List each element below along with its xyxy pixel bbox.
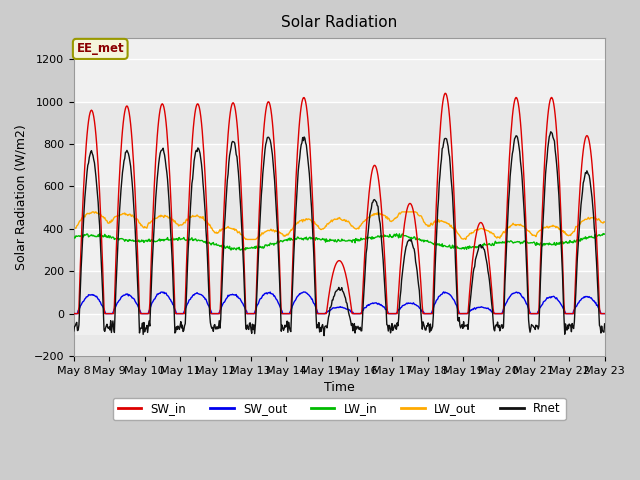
X-axis label: Time: Time (324, 381, 355, 394)
Bar (74, 313, 605, 335)
Bar (74, 144, 605, 186)
Y-axis label: Solar Radiation (W/m2): Solar Radiation (W/m2) (15, 124, 28, 270)
Bar (74, 335, 605, 356)
Text: EE_met: EE_met (76, 42, 124, 55)
Legend: SW_in, SW_out, LW_in, LW_out, Rnet: SW_in, SW_out, LW_in, LW_out, Rnet (113, 397, 566, 420)
Bar (74, 271, 605, 313)
Bar (74, 229, 605, 271)
Title: Solar Radiation: Solar Radiation (281, 15, 397, 30)
Bar (74, 186, 605, 229)
Bar (74, 102, 605, 144)
Bar (74, 38, 605, 102)
